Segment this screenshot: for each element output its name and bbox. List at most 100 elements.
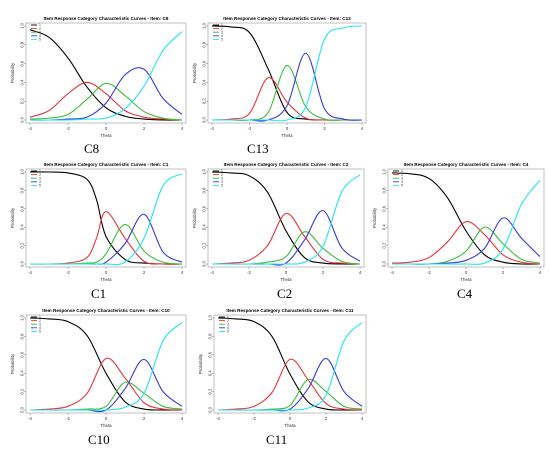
legend-label-5: 5 [221, 184, 223, 188]
y-axis-label: Probability [10, 62, 15, 83]
y-tick-label: 0.0 [202, 260, 207, 266]
legend-label-2: 2 [221, 27, 223, 31]
plot-frame [213, 314, 367, 414]
legend-label-2: 2 [221, 173, 223, 177]
y-tick-label: 0.2 [20, 98, 25, 104]
caption-c13: C13 [247, 141, 269, 156]
chart-title: Item Response Category Characteristic Cu… [44, 16, 169, 21]
legend-label-4: 4 [401, 180, 403, 184]
x-tick-label: -2 [66, 126, 70, 131]
y-tick-label: 1.0 [20, 314, 25, 320]
legend-label-1: 1 [39, 23, 41, 27]
y-tick-label: 0.0 [202, 116, 207, 122]
y-tick-label: 0.6 [202, 60, 207, 66]
legend-label-3: 3 [221, 176, 223, 180]
y-tick-label: 0.0 [20, 260, 25, 266]
legend-label-2: 2 [39, 173, 41, 177]
y-tick-label: 1.0 [20, 168, 25, 174]
caption-c1: C1 [91, 286, 107, 301]
x-axis-label: Theta [100, 133, 112, 138]
legend-label-3: 3 [221, 30, 223, 34]
chart-title: Item Response Category Characteristic Cu… [42, 308, 170, 313]
y-tick-label: 0.0 [382, 260, 387, 266]
x-tick-label: -2 [66, 416, 70, 421]
x-tick-label: -4 [28, 270, 32, 275]
chart-c10: Item Response Category Characteristic Cu… [10, 308, 187, 428]
legend-label-2: 2 [401, 173, 403, 177]
x-tick-label: 0 [105, 416, 108, 421]
plot-frame [25, 314, 187, 414]
series-line-5 [391, 179, 541, 265]
legend-label-1: 1 [227, 315, 229, 319]
chart-panel-c13: Item Response Category Characteristic Cu… [190, 14, 368, 140]
x-tick-label: -2 [248, 126, 252, 131]
y-tick-label: 0.0 [208, 406, 213, 412]
series-line-4 [29, 213, 183, 265]
series-line-2 [217, 358, 363, 411]
x-tick-label: 2 [323, 126, 326, 131]
x-tick-label: 4 [361, 416, 364, 421]
chart-title: Item Response Category Characteristic Cu… [226, 308, 354, 313]
y-tick-label: 0.4 [20, 370, 25, 376]
caption-c10: C10 [88, 432, 110, 447]
legend-label-5: 5 [39, 330, 41, 334]
x-tick-label: 2 [322, 270, 325, 275]
y-tick-label: 0.8 [20, 333, 25, 339]
caption-c4: C4 [457, 286, 473, 301]
chart-panel-c4: Item Response Category Characteristic Cu… [370, 160, 546, 284]
legend-label-1: 1 [39, 169, 41, 173]
x-tick-label: 4 [539, 270, 542, 275]
legend-label-3: 3 [39, 322, 41, 326]
plot-frame [25, 168, 187, 268]
x-tick-label: 0 [285, 270, 288, 275]
plot-frame [387, 168, 545, 268]
chart-title: Item Response Category Characteristic Cu… [404, 162, 529, 167]
legend-label-3: 3 [39, 176, 41, 180]
legend-label-2: 2 [39, 27, 41, 31]
x-tick-label: -2 [66, 270, 70, 275]
series-line-1 [391, 172, 541, 265]
y-axis-label: Probability [192, 207, 197, 228]
chart-title: Item Response Category Characteristic Cu… [223, 16, 351, 21]
x-tick-label: -4 [216, 416, 220, 421]
chart-title: Item Response Category Characteristic Cu… [44, 162, 169, 167]
x-tick-label: 4 [359, 270, 362, 275]
series-line-5 [212, 25, 363, 122]
x-tick-label: 2 [325, 416, 328, 421]
legend-label-4: 4 [39, 34, 41, 38]
legend-label-3: 3 [401, 176, 403, 180]
x-axis-label: Theta [460, 277, 472, 282]
y-tick-label: 0.2 [202, 98, 207, 104]
y-axis-label: Probability [372, 207, 377, 228]
series-line-5 [217, 322, 363, 411]
chart-c13: Item Response Category Characteristic Cu… [192, 16, 367, 138]
chart-title: Item Response Category Characteristic Cu… [224, 162, 349, 167]
x-axis-label: Theta [284, 423, 296, 428]
caption-c2: C2 [277, 286, 293, 301]
x-tick-label: 4 [361, 126, 364, 131]
y-tick-label: 0.0 [20, 406, 25, 412]
chart-c2: Item Response Category Characteristic Cu… [192, 162, 365, 282]
chart-panel-c11: Item Response Category Characteristic Cu… [196, 306, 368, 430]
series-line-4 [217, 357, 363, 412]
chart-c11: Item Response Category Characteristic Cu… [198, 308, 367, 428]
chart-panel-c8: Item Response Category Characteristic Cu… [8, 14, 188, 140]
chart-panel-c1: Item Response Category Characteristic Cu… [8, 160, 188, 284]
y-tick-label: 0.2 [382, 242, 387, 248]
chart-c8: Item Response Category Characteristic Cu… [10, 16, 187, 138]
legend-label-1: 1 [401, 169, 403, 173]
y-axis-label: Probability [192, 62, 197, 83]
x-tick-label: 4 [181, 416, 184, 421]
y-tick-label: 0.2 [20, 242, 25, 248]
x-axis-label: Theta [280, 277, 292, 282]
x-tick-label: 4 [181, 126, 184, 131]
y-tick-label: 0.8 [20, 41, 25, 47]
series-line-2 [29, 211, 183, 265]
series-line-1 [217, 317, 363, 411]
legend-label-3: 3 [39, 30, 41, 34]
caption-c11: C11 [266, 432, 288, 447]
y-tick-label: 0.2 [20, 388, 25, 394]
legend-label-1: 1 [221, 169, 223, 173]
x-tick-label: -4 [210, 126, 214, 131]
x-tick-label: -2 [252, 416, 256, 421]
